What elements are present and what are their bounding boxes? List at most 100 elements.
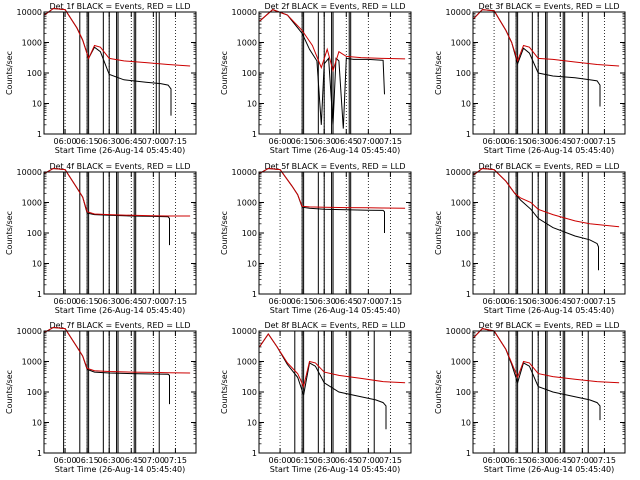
x-axis-label: Start Time (26-Aug-14 05:45:40) [55,306,186,315]
x-tick-label: 06:15 [291,297,314,306]
lld-series-line [259,9,406,73]
x-tick-label: 07:00 [571,137,594,146]
detector-panel: Det 4f BLACK = Events, RED = LLD 1 10 100 10… [5,162,197,315]
x-axis-label: Start Time (26-Aug-14 05:45:40) [270,306,401,315]
y-axis-label: Counts/sec [5,211,14,255]
x-tick-label: 06:30 [98,137,121,146]
x-tick-label: 07:00 [142,297,165,306]
y-tick-label: 10000 [446,168,471,177]
y-tick-label: 100 [456,69,471,78]
x-tick-label: 06:30 [98,456,121,465]
x-tick-label: 07:15 [164,137,187,146]
y-tick-label: 10 [461,100,471,109]
y-tick-label: 10000 [17,327,42,336]
panel-title: Det 3f BLACK = Events, RED = LLD [478,2,619,11]
x-tick-label: 06:15 [505,137,528,146]
x-tick-label: 06:30 [98,297,121,306]
y-tick-label: 100 [456,229,471,238]
x-tick-label: 07:00 [357,297,380,306]
y-axis-label: Counts/sec [220,370,229,414]
x-tick-label: 06:00 [54,297,77,306]
x-tick-label: 07:00 [357,456,380,465]
y-tick-label: 1000 [237,358,257,367]
y-tick-label: 10000 [17,8,42,17]
x-tick-label: 07:15 [379,297,402,306]
x-axis-label: Start Time (26-Aug-14 05:45:40) [270,146,401,155]
x-tick-label: 06:00 [483,297,506,306]
x-tick-label: 06:15 [291,137,314,146]
y-tick-label: 10000 [17,168,42,177]
y-axis-label: Counts/sec [5,51,14,95]
x-tick-label: 06:30 [527,137,550,146]
x-tick-label: 07:00 [142,456,165,465]
x-tick-label: 06:15 [76,456,99,465]
x-tick-label: 06:15 [76,297,99,306]
x-tick-label: 06:45 [549,137,572,146]
y-tick-label: 10000 [446,327,471,336]
x-axis-label: Start Time (26-Aug-14 05:45:40) [484,465,615,474]
x-tick-label: 06:45 [549,456,572,465]
y-tick-label: 10000 [232,8,257,17]
y-axis-label: Counts/sec [434,211,443,255]
lld-series-line [259,167,406,209]
y-axis-label: Counts/sec [5,370,14,414]
detector-panel: Det 8f BLACK = Events, RED = LLD 1 10 100 10… [220,321,412,474]
lld-series-line [44,326,191,374]
x-tick-label: 06:30 [313,137,336,146]
x-axis-label: Start Time (26-Aug-14 05:45:40) [55,146,186,155]
lld-series-line [259,333,406,389]
y-tick-label: 1000 [451,358,471,367]
y-tick-label: 10 [32,100,42,109]
y-tick-label: 100 [242,69,257,78]
x-tick-label: 06:45 [335,456,358,465]
x-tick-label: 06:45 [335,297,358,306]
x-tick-label: 07:00 [571,297,594,306]
y-tick-label: 100 [27,388,42,397]
x-tick-label: 06:00 [483,456,506,465]
y-tick-label: 1000 [22,39,42,48]
y-tick-label: 10 [461,260,471,269]
x-tick-label: 06:45 [120,137,143,146]
y-axis-label: Counts/sec [220,51,229,95]
detector-panel: Det 2f BLACK = Events, RED = LLD 1 10 100 10… [220,2,412,155]
x-tick-label: 07:15 [379,456,402,465]
y-tick-label: 1 [466,290,471,299]
y-axis-label: Counts/sec [220,211,229,255]
panel-title: Det 7f BLACK = Events, RED = LLD [49,321,190,330]
y-tick-label: 10 [247,100,257,109]
x-tick-label: 06:15 [505,297,528,306]
x-tick-label: 06:00 [54,456,77,465]
y-tick-label: 100 [242,229,257,238]
panel-title: Det 2f BLACK = Events, RED = LLD [264,2,405,11]
x-tick-label: 06:45 [120,456,143,465]
y-tick-label: 10 [32,260,42,269]
y-tick-label: 1 [252,449,257,458]
y-tick-label: 100 [242,388,257,397]
x-tick-label: 07:00 [142,137,165,146]
x-tick-label: 07:00 [571,456,594,465]
detector-panel: Det 3f BLACK = Events, RED = LLD 1 10 100 10… [434,2,626,155]
x-tick-label: 07:15 [593,297,616,306]
panel-title: Det 9f BLACK = Events, RED = LLD [478,321,619,330]
x-tick-label: 06:15 [291,456,314,465]
x-tick-label: 06:30 [313,456,336,465]
x-tick-label: 07:15 [164,297,187,306]
panel-title: Det 5f BLACK = Events, RED = LLD [264,162,405,171]
y-tick-label: 1000 [237,39,257,48]
x-tick-label: 06:00 [269,297,292,306]
x-tick-label: 07:15 [593,137,616,146]
x-tick-label: 06:00 [269,137,292,146]
x-tick-label: 06:00 [483,137,506,146]
x-tick-label: 06:45 [120,297,143,306]
y-tick-label: 100 [456,388,471,397]
y-tick-label: 1 [252,130,257,139]
y-tick-label: 1000 [451,199,471,208]
y-axis-label: Counts/sec [434,51,443,95]
detector-panel: Det 9f BLACK = Events, RED = LLD 1 10 100 10… [434,321,626,474]
y-tick-label: 1000 [451,39,471,48]
x-tick-label: 07:15 [164,456,187,465]
y-tick-label: 10000 [232,327,257,336]
x-tick-label: 07:15 [379,137,402,146]
y-tick-label: 10 [461,419,471,428]
